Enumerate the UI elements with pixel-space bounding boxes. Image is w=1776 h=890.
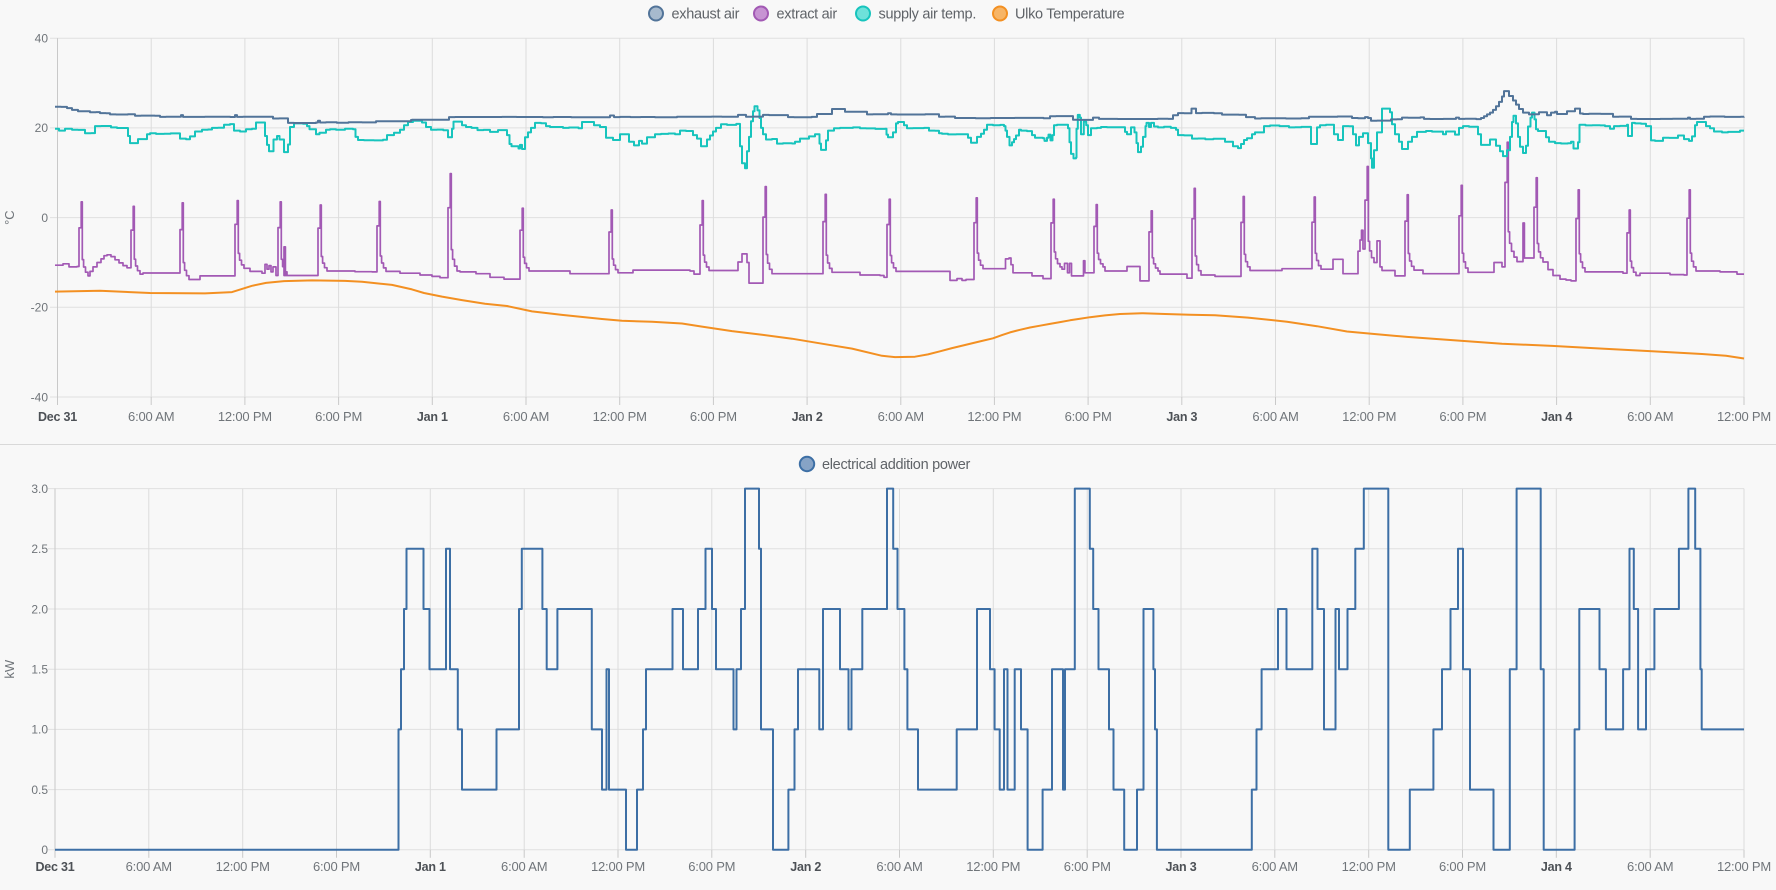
svg-text:6:00 PM: 6:00 PM bbox=[1064, 859, 1111, 874]
svg-text:Jan 2: Jan 2 bbox=[792, 410, 823, 424]
svg-text:supply air temp.: supply air temp. bbox=[879, 7, 977, 23]
svg-text:6:00 PM: 6:00 PM bbox=[1439, 409, 1486, 424]
svg-text:°C: °C bbox=[2, 210, 17, 225]
svg-text:Ulko Temperature: Ulko Temperature bbox=[1015, 7, 1125, 23]
svg-text:6:00 AM: 6:00 AM bbox=[1627, 409, 1673, 424]
svg-text:6:00 AM: 6:00 AM bbox=[126, 859, 172, 874]
svg-text:exhaust air: exhaust air bbox=[672, 7, 740, 23]
svg-text:12:00 PM: 12:00 PM bbox=[591, 859, 645, 874]
svg-text:Jan 4: Jan 4 bbox=[1541, 860, 1572, 874]
svg-text:electrical addition power: electrical addition power bbox=[822, 457, 971, 473]
svg-text:6:00 PM: 6:00 PM bbox=[315, 409, 362, 424]
svg-text:6:00 AM: 6:00 AM bbox=[1627, 859, 1673, 874]
svg-text:6:00 AM: 6:00 AM bbox=[876, 859, 922, 874]
svg-text:1.5: 1.5 bbox=[31, 663, 48, 677]
svg-text:12:00 PM: 12:00 PM bbox=[1342, 409, 1396, 424]
svg-text:40: 40 bbox=[35, 32, 49, 46]
svg-text:Jan 3: Jan 3 bbox=[1166, 860, 1197, 874]
svg-text:0: 0 bbox=[41, 843, 48, 857]
svg-text:6:00 PM: 6:00 PM bbox=[1439, 859, 1486, 874]
svg-text:extract air: extract air bbox=[777, 7, 838, 23]
svg-text:20: 20 bbox=[35, 121, 49, 135]
svg-text:12:00 PM: 12:00 PM bbox=[967, 409, 1021, 424]
svg-text:6:00 AM: 6:00 AM bbox=[1252, 409, 1298, 424]
svg-text:Dec 31: Dec 31 bbox=[38, 410, 77, 424]
svg-text:6:00 AM: 6:00 AM bbox=[128, 409, 174, 424]
svg-text:6:00 AM: 6:00 AM bbox=[1252, 859, 1298, 874]
svg-text:12:00 PM: 12:00 PM bbox=[593, 409, 647, 424]
svg-text:2.5: 2.5 bbox=[31, 542, 48, 556]
svg-text:1.0: 1.0 bbox=[31, 723, 48, 737]
svg-text:12:00 PM: 12:00 PM bbox=[1717, 409, 1771, 424]
svg-text:6:00 PM: 6:00 PM bbox=[688, 859, 735, 874]
svg-text:-20: -20 bbox=[31, 301, 49, 315]
svg-text:0: 0 bbox=[41, 211, 48, 225]
svg-text:6:00 PM: 6:00 PM bbox=[313, 859, 360, 874]
svg-text:12:00 PM: 12:00 PM bbox=[218, 409, 272, 424]
svg-text:Jan 4: Jan 4 bbox=[1541, 410, 1572, 424]
svg-text:12:00 PM: 12:00 PM bbox=[966, 859, 1020, 874]
svg-text:3.0: 3.0 bbox=[31, 482, 48, 496]
svg-text:Dec 31: Dec 31 bbox=[35, 860, 74, 874]
svg-text:Jan 2: Jan 2 bbox=[790, 860, 821, 874]
svg-text:Jan 3: Jan 3 bbox=[1166, 410, 1197, 424]
svg-text:12:00 PM: 12:00 PM bbox=[216, 859, 270, 874]
svg-text:6:00 AM: 6:00 AM bbox=[503, 409, 549, 424]
svg-text:kW: kW bbox=[2, 659, 17, 679]
svg-text:6:00 AM: 6:00 AM bbox=[878, 409, 924, 424]
svg-text:Jan 1: Jan 1 bbox=[417, 410, 448, 424]
svg-text:2.0: 2.0 bbox=[31, 602, 48, 616]
svg-text:6:00 AM: 6:00 AM bbox=[501, 859, 547, 874]
svg-text:Jan 1: Jan 1 bbox=[415, 860, 446, 874]
svg-text:12:00 PM: 12:00 PM bbox=[1717, 859, 1771, 874]
svg-text:12:00 PM: 12:00 PM bbox=[1342, 859, 1396, 874]
svg-text:6:00 PM: 6:00 PM bbox=[1065, 409, 1112, 424]
svg-text:0.5: 0.5 bbox=[31, 783, 48, 797]
svg-text:6:00 PM: 6:00 PM bbox=[690, 409, 737, 424]
svg-text:-40: -40 bbox=[31, 390, 49, 404]
